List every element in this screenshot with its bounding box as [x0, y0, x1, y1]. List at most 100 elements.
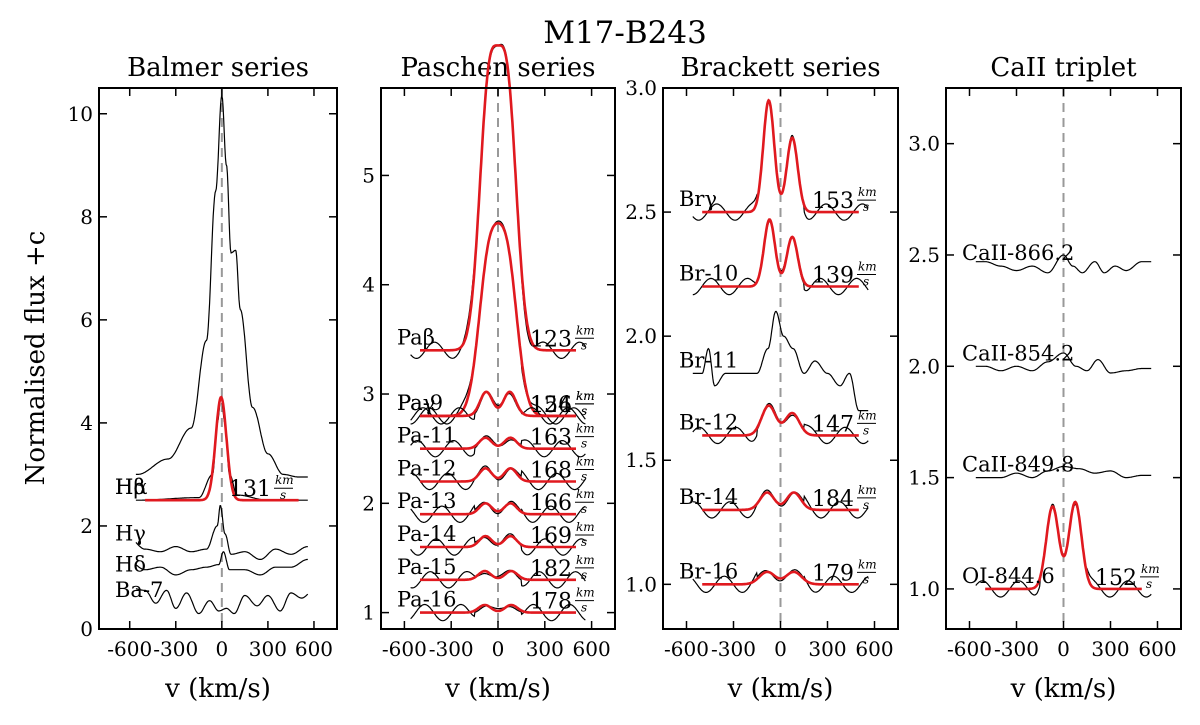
- velocity-value: 166: [530, 491, 572, 516]
- y-tick-label: 4: [362, 273, 375, 297]
- spectrum-Hβ: Hβ 131 kms: [115, 395, 308, 502]
- x-axis-label: v (km/s): [444, 674, 551, 704]
- line-label: Paβ: [397, 325, 435, 349]
- line-label: Pa-12: [397, 456, 457, 480]
- line-label: Pa-16: [397, 588, 457, 612]
- y-axis-label: Normalised flux +c: [21, 231, 51, 486]
- velocity-unit-num: km: [858, 557, 877, 571]
- y-tick-label: 2.5: [625, 200, 657, 224]
- panel-title: Brackett series: [680, 53, 880, 83]
- line-label: CaII-866.2: [962, 241, 1074, 265]
- spectrum-Br-10: Br-10 139 kms: [679, 218, 877, 296]
- velocity-unit-den: s: [581, 404, 587, 418]
- x-tick-label: -300: [711, 637, 756, 661]
- velocity-unit-den: s: [581, 404, 587, 418]
- spectrum-Hα: Hα: [115, 95, 308, 499]
- x-tick-label: -300: [153, 637, 198, 661]
- velocity-unit-den: s: [1146, 577, 1152, 591]
- observed-profile: [410, 603, 586, 622]
- spectrum-Pa-16: Pa-16 178 kms: [397, 586, 595, 622]
- velocity-value: 153: [812, 189, 854, 214]
- spectrum-Br-16: Br-16 179 kms: [679, 557, 877, 594]
- spectrum-Brγ: Brγ 153 kms: [679, 98, 877, 221]
- velocity-unit-den: s: [581, 601, 587, 615]
- panel-title: Balmer series: [127, 53, 309, 83]
- velocity-unit-den: s: [280, 488, 286, 502]
- line-label: Br-10: [679, 262, 738, 286]
- model-fit: [702, 218, 859, 288]
- line-label: Brγ: [679, 187, 717, 211]
- spectrum-CaII-849.8: CaII-849.8: [962, 453, 1152, 479]
- observed-profile: [410, 500, 586, 524]
- observed-profile: [975, 465, 1152, 479]
- velocity-unit-num: km: [576, 553, 595, 567]
- line-label: Pa-9: [397, 391, 443, 415]
- spectrum-Br-14: Br-14 184 kms: [679, 483, 877, 519]
- model-fit: [420, 390, 576, 418]
- line-label: CaII-849.8: [962, 453, 1074, 477]
- velocity-value: 123: [530, 327, 572, 352]
- velocity-unit-num: km: [576, 389, 595, 403]
- line-label: Ba-7: [115, 578, 163, 602]
- velocity-unit-num: km: [1141, 562, 1160, 576]
- x-tick-label: 600: [295, 637, 333, 661]
- velocity-unit-den: s: [863, 572, 869, 586]
- y-tick-label: 3: [362, 382, 375, 406]
- x-axis-label: v (km/s): [727, 674, 834, 704]
- velocity-unit-num: km: [858, 483, 877, 497]
- velocity-value: 154: [530, 393, 572, 418]
- spectrum-Pa-11: Pa-11 163 kms: [397, 422, 595, 458]
- observed-profile: [692, 489, 869, 519]
- model-fit: [420, 436, 576, 450]
- model-fit: [702, 98, 859, 214]
- y-tick-label: 3.0: [625, 76, 657, 100]
- velocity-value: 126: [530, 393, 572, 418]
- spectrum-Hγ: Hγ: [115, 505, 308, 560]
- observed-profile: [410, 391, 586, 425]
- x-tick-label: 0: [774, 637, 787, 661]
- velocity-unit-den: s: [863, 275, 869, 289]
- y-tick-label: 3.0: [908, 132, 940, 156]
- line-label: Hα: [115, 475, 148, 499]
- y-tick-label: 2.0: [625, 324, 657, 348]
- x-tick-label: -600: [664, 637, 709, 661]
- model-fit: [420, 44, 576, 352]
- y-tick-label: 2: [362, 491, 375, 515]
- line-label: Hδ: [115, 552, 146, 576]
- model-fit: [145, 395, 299, 502]
- model-fit: [702, 491, 859, 512]
- panel-frame: [98, 87, 338, 630]
- figure-title: M17-B243: [543, 15, 707, 51]
- spectrum-Pa-9: Pa-9 154 kms: [397, 389, 595, 425]
- velocity-unit-den: s: [863, 200, 869, 214]
- x-axis-label: v (km/s): [164, 674, 271, 704]
- panel-3: CaII triplet CaII-866.2 CaII-854.2 CaII-849…: [908, 53, 1182, 704]
- line-label: OI-844.6: [962, 564, 1055, 588]
- velocity-value: 179: [812, 561, 854, 586]
- velocity-unit-den: s: [581, 502, 587, 516]
- spectrum-CaII-866.2: CaII-866.2: [962, 241, 1152, 274]
- panel-title: CaII triplet: [990, 53, 1137, 83]
- line-label: Br-16: [679, 559, 738, 583]
- line-label: Hβ: [115, 475, 145, 499]
- spectrum-Paβ: Paβ 123 kms: [397, 43, 595, 359]
- x-tick-label: 0: [1057, 637, 1070, 661]
- spectrum-Ba-7: Ba-7: [115, 578, 309, 615]
- y-tick-label: 0: [80, 617, 93, 641]
- line-label: CaII-854.2: [962, 341, 1074, 365]
- velocity-unit-den: s: [863, 498, 869, 512]
- y-tick-label: 5: [362, 163, 375, 187]
- observed-profile: [692, 310, 869, 412]
- x-tick-label: 600: [855, 637, 893, 661]
- line-label: Pa-14: [397, 522, 457, 546]
- spectrum-Hδ: Hδ: [115, 551, 308, 576]
- spectrum-Br-11: Br-11: [679, 310, 869, 412]
- y-tick-label: 4: [80, 411, 93, 435]
- spectrum-Br-12: Br-12 147 kms: [679, 402, 877, 445]
- model-fit: [420, 466, 576, 483]
- observed-profile: [975, 254, 1152, 274]
- model-fit: [420, 501, 576, 516]
